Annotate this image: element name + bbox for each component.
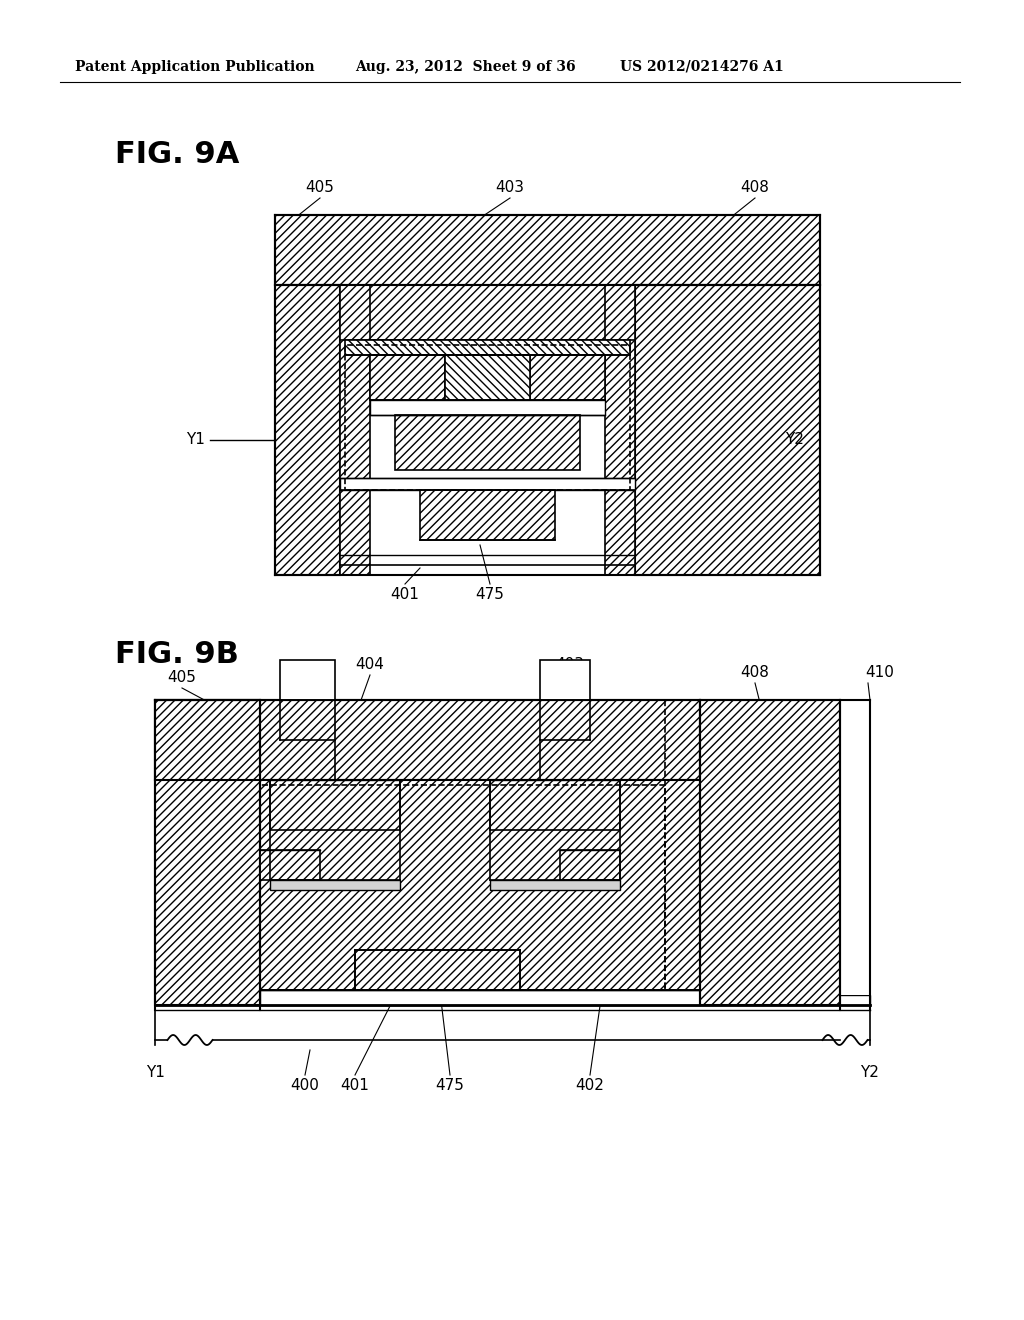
Bar bbox=[155, 985, 870, 995]
Text: 475: 475 bbox=[475, 587, 505, 602]
Text: 404: 404 bbox=[355, 657, 384, 672]
Bar bbox=[530, 355, 605, 400]
Bar bbox=[345, 345, 630, 490]
Text: 405: 405 bbox=[305, 180, 335, 195]
Bar bbox=[340, 285, 370, 576]
Text: 475: 475 bbox=[435, 1078, 465, 1093]
Bar bbox=[395, 414, 580, 470]
Bar bbox=[155, 995, 870, 1005]
Bar bbox=[445, 355, 530, 400]
Text: Y2: Y2 bbox=[785, 433, 804, 447]
Bar bbox=[560, 850, 620, 880]
Text: 408: 408 bbox=[740, 180, 769, 195]
Bar bbox=[260, 785, 665, 990]
Bar bbox=[270, 880, 400, 890]
Text: Patent Application Publication: Patent Application Publication bbox=[75, 59, 314, 74]
Bar bbox=[260, 990, 700, 1005]
Bar bbox=[635, 285, 820, 576]
Bar bbox=[275, 285, 340, 576]
Text: Y2: Y2 bbox=[860, 1065, 880, 1080]
Bar bbox=[370, 400, 605, 414]
Bar bbox=[370, 341, 605, 576]
Bar bbox=[260, 850, 319, 880]
Text: Y1: Y1 bbox=[186, 433, 205, 447]
Text: US 2012/0214276 A1: US 2012/0214276 A1 bbox=[620, 59, 783, 74]
Bar bbox=[155, 700, 700, 780]
Text: 410: 410 bbox=[865, 665, 894, 680]
Bar bbox=[270, 780, 400, 830]
Text: Y1: Y1 bbox=[145, 1065, 165, 1080]
Bar bbox=[420, 490, 555, 540]
Bar bbox=[155, 700, 260, 1005]
Text: Aug. 23, 2012  Sheet 9 of 36: Aug. 23, 2012 Sheet 9 of 36 bbox=[355, 59, 575, 74]
Bar bbox=[605, 285, 635, 576]
Text: 405: 405 bbox=[168, 671, 197, 685]
Bar bbox=[260, 780, 700, 990]
Bar bbox=[345, 341, 630, 355]
Bar bbox=[700, 700, 840, 1005]
Text: 403: 403 bbox=[555, 657, 585, 672]
Text: 401: 401 bbox=[390, 587, 420, 602]
Bar bbox=[340, 478, 635, 490]
Bar bbox=[275, 215, 820, 285]
Bar bbox=[490, 880, 620, 890]
Bar bbox=[355, 950, 520, 990]
Text: 401: 401 bbox=[341, 1078, 370, 1093]
Text: 403: 403 bbox=[496, 180, 524, 195]
Text: FIG. 9A: FIG. 9A bbox=[115, 140, 240, 169]
Bar bbox=[540, 660, 590, 700]
Bar bbox=[370, 355, 445, 400]
Text: 402: 402 bbox=[575, 1078, 604, 1093]
Text: 408: 408 bbox=[740, 665, 769, 680]
Bar bbox=[340, 285, 635, 341]
Text: FIG. 9B: FIG. 9B bbox=[115, 640, 239, 669]
Bar bbox=[280, 660, 335, 700]
Bar bbox=[490, 780, 620, 830]
Text: 400: 400 bbox=[291, 1078, 319, 1093]
